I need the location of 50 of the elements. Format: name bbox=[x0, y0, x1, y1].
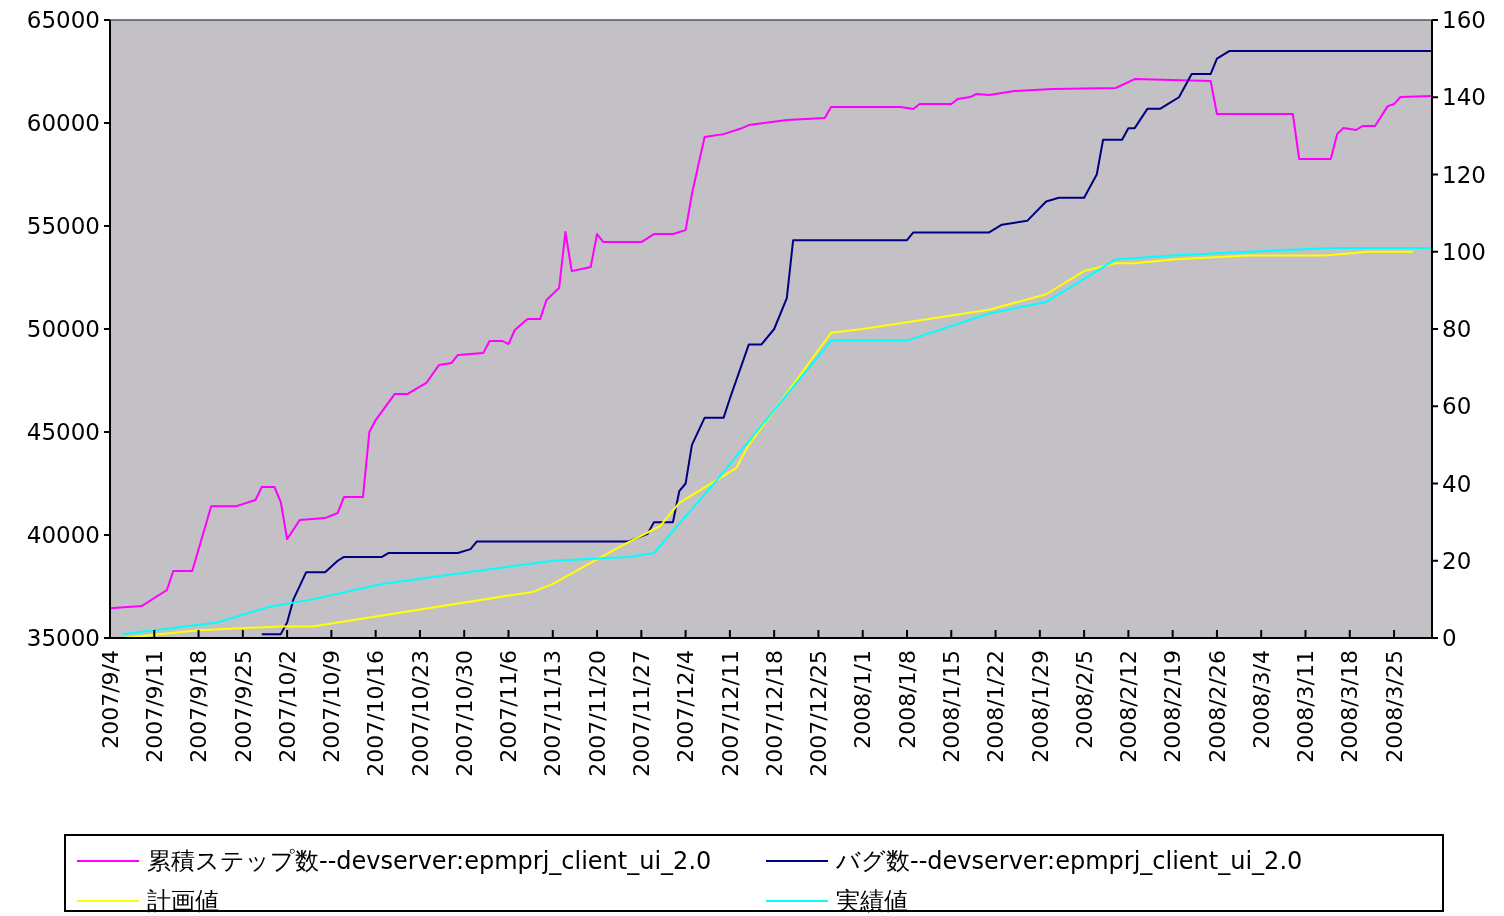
y-tick-label: 35000 bbox=[26, 625, 100, 652]
x-tick-label: 2007/10/16 bbox=[363, 650, 389, 777]
x-tick-label: 2008/2/12 bbox=[1116, 650, 1142, 763]
x-tick-label: 2007/10/2 bbox=[274, 650, 300, 763]
x-tick-label: 2007/11/20 bbox=[584, 650, 610, 777]
x-tick-label: 2008/3/18 bbox=[1337, 650, 1363, 763]
x-tick-label: 2008/1/1 bbox=[850, 650, 876, 749]
y-tick-label: 65000 bbox=[26, 7, 100, 34]
x-tick-label: 2008/2/19 bbox=[1160, 650, 1186, 763]
x-tick-label: 2007/12/25 bbox=[806, 650, 832, 777]
x-tick-label: 2007/9/11 bbox=[141, 650, 167, 763]
x-tick-label: 2008/1/15 bbox=[938, 650, 964, 763]
y2-tick-label: 80 bbox=[1442, 316, 1472, 343]
line-series bbox=[260, 49, 1433, 636]
y2-tick-label: 40 bbox=[1442, 470, 1472, 497]
y2-tick-label: 0 bbox=[1442, 625, 1457, 652]
y2-tick-label: 100 bbox=[1442, 238, 1486, 265]
y-tick-label: 60000 bbox=[26, 110, 100, 137]
x-tick-label: 2007/12/11 bbox=[717, 650, 743, 777]
y2-tick-label: 120 bbox=[1442, 161, 1486, 188]
y-tick-label: 50000 bbox=[26, 316, 100, 343]
x-tick-label: 2008/3/4 bbox=[1248, 650, 1274, 749]
line-series bbox=[109, 78, 1433, 610]
x-tick-label: 2008/2/5 bbox=[1071, 650, 1097, 749]
x-tick-label: 2007/9/4 bbox=[97, 650, 123, 749]
x-tick-label: 2008/1/29 bbox=[1027, 650, 1053, 763]
x-tick-label: 2007/10/30 bbox=[451, 650, 477, 777]
x-tick-label: 2007/11/6 bbox=[496, 650, 522, 763]
x-tick-label: 2007/10/23 bbox=[407, 650, 433, 777]
y2-tick-label: 60 bbox=[1442, 393, 1472, 420]
y-tick-label: 40000 bbox=[26, 522, 100, 549]
x-tick-label: 2008/3/25 bbox=[1381, 650, 1407, 763]
x-tick-label: 2008/1/8 bbox=[894, 650, 920, 749]
legend-label: バグ数--devserver:epmprj_client_ui_2.0 bbox=[835, 847, 1303, 876]
x-tick-label: 2007/9/18 bbox=[186, 650, 212, 763]
y2-tick-label: 20 bbox=[1442, 547, 1472, 574]
x-tick-label: 2007/12/18 bbox=[761, 650, 787, 777]
x-tick-label: 2007/10/9 bbox=[319, 650, 345, 763]
x-tick-label: 2008/1/22 bbox=[983, 650, 1009, 763]
x-tick-label: 2007/12/4 bbox=[673, 650, 699, 763]
x-tick-label: 2007/11/27 bbox=[629, 650, 655, 777]
x-tick-label: 2008/3/11 bbox=[1293, 650, 1319, 763]
y-tick-label: 45000 bbox=[26, 419, 100, 446]
x-tick-label: 2007/11/13 bbox=[540, 650, 566, 777]
y2-tick-label: 140 bbox=[1442, 84, 1486, 111]
y-tick-label: 55000 bbox=[26, 213, 100, 240]
y2-tick-label: 160 bbox=[1442, 7, 1486, 34]
legend-label: 累積ステップ数--devserver:epmprj_client_ui_2.0 bbox=[147, 847, 712, 876]
x-tick-label: 2008/2/26 bbox=[1204, 650, 1230, 763]
x-tick-label: 2007/9/25 bbox=[230, 650, 256, 763]
